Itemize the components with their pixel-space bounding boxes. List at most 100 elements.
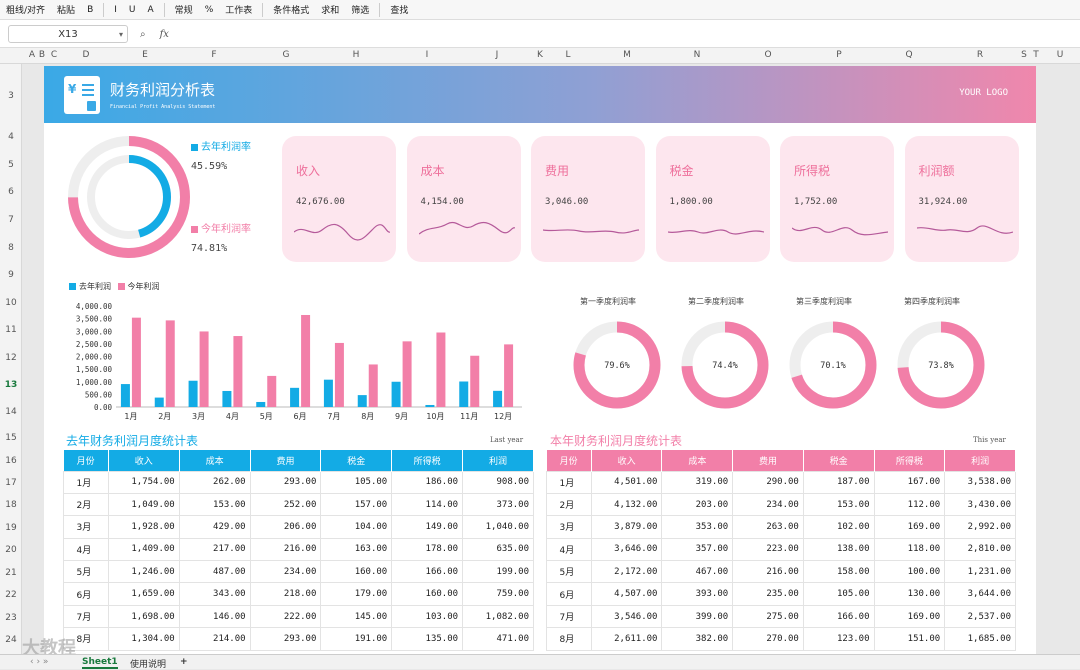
- table-cell[interactable]: 4月: [63, 537, 109, 562]
- table-cell[interactable]: 112.00: [873, 492, 946, 517]
- table-cell[interactable]: 216.00: [249, 537, 322, 562]
- column-header[interactable]: E: [142, 50, 148, 60]
- table-cell[interactable]: 319.00: [661, 470, 734, 494]
- chevron-down-icon[interactable]: ▾: [118, 29, 123, 39]
- column-header[interactable]: R: [976, 50, 984, 60]
- zoom-icon[interactable]: ⌕: [140, 28, 146, 40]
- row-header[interactable]: 4: [8, 132, 14, 142]
- toolbar-item[interactable]: 求和: [321, 6, 340, 16]
- row-header[interactable]: 5: [8, 160, 14, 170]
- tab-nav-arrows[interactable]: ‹ › »: [30, 657, 49, 667]
- column-header[interactable]: N: [693, 50, 701, 60]
- table-cell[interactable]: 157.00: [320, 492, 393, 517]
- row-header[interactable]: 9: [8, 270, 14, 280]
- table-cell[interactable]: 138.00: [802, 537, 875, 562]
- name-box[interactable]: X13 ▾: [8, 25, 128, 43]
- table-cell[interactable]: 353.00: [661, 515, 734, 539]
- table-cell[interactable]: 293.00: [249, 627, 322, 651]
- row-header[interactable]: 13: [4, 380, 18, 390]
- table-cell[interactable]: 5月: [63, 560, 109, 584]
- toolbar-item[interactable]: A: [147, 4, 154, 15]
- table-cell[interactable]: 153.00: [802, 492, 875, 517]
- row-header[interactable]: 12: [5, 353, 17, 363]
- table-cell[interactable]: 163.00: [320, 537, 393, 562]
- column-header[interactable]: A: [28, 50, 36, 60]
- table-cell[interactable]: 1,659.00: [107, 582, 180, 606]
- table-cell[interactable]: 4,132.00: [590, 492, 663, 517]
- row-header[interactable]: 22: [5, 590, 17, 600]
- column-header-cell[interactable]: 所得税: [874, 450, 946, 471]
- table-cell[interactable]: 102.00: [802, 515, 875, 539]
- table-cell[interactable]: 135.00: [391, 627, 464, 651]
- table-cell[interactable]: 1,040.00: [462, 515, 534, 539]
- row-header[interactable]: 19: [5, 523, 17, 533]
- table-cell[interactable]: 191.00: [320, 627, 393, 651]
- toolbar-item[interactable]: 条件格式: [273, 6, 310, 16]
- column-header[interactable]: B: [38, 50, 46, 60]
- table-cell[interactable]: 252.00: [249, 492, 322, 517]
- toolbar-item[interactable]: U: [128, 4, 136, 15]
- table-cell[interactable]: 262.00: [178, 470, 251, 494]
- table-cell[interactable]: 1,928.00: [107, 515, 180, 539]
- table-cell[interactable]: 1,698.00: [107, 604, 180, 629]
- table-cell[interactable]: 7月: [63, 604, 109, 629]
- table-cell[interactable]: 4,501.00: [590, 470, 663, 494]
- table-cell[interactable]: 4月: [546, 537, 592, 562]
- tab-instructions[interactable]: 使用说明: [130, 660, 167, 670]
- row-header[interactable]: 7: [8, 215, 14, 225]
- table-cell[interactable]: 218.00: [249, 582, 322, 606]
- row-header[interactable]: 24: [5, 635, 17, 645]
- column-header[interactable]: C: [50, 50, 58, 60]
- table-cell[interactable]: 263.00: [732, 515, 804, 539]
- column-header-cell[interactable]: 利润: [462, 450, 534, 471]
- table-cell[interactable]: 7月: [546, 604, 592, 629]
- row-header[interactable]: 20: [5, 545, 17, 555]
- row-header[interactable]: 11: [5, 325, 17, 335]
- table-cell[interactable]: 167.00: [873, 470, 946, 494]
- toolbar-item[interactable]: %: [204, 4, 214, 15]
- row-header[interactable]: 6: [8, 187, 14, 197]
- column-header-cell[interactable]: 所得税: [391, 450, 464, 471]
- table-cell[interactable]: 399.00: [661, 604, 734, 629]
- column-header-cell[interactable]: 成本: [661, 450, 734, 471]
- table-cell[interactable]: 3,538.00: [944, 470, 1016, 494]
- table-cell[interactable]: 178.00: [391, 537, 464, 562]
- column-header[interactable]: L: [565, 50, 571, 60]
- table-cell[interactable]: 1,082.00: [462, 604, 534, 629]
- table-cell[interactable]: 105.00: [320, 470, 393, 494]
- table-cell[interactable]: 1,304.00: [107, 627, 180, 651]
- column-header[interactable]: T: [1033, 50, 1039, 60]
- table-cell[interactable]: 1,231.00: [944, 560, 1016, 584]
- table-cell[interactable]: 169.00: [873, 515, 946, 539]
- column-header-cell[interactable]: 税金: [803, 450, 875, 471]
- table-cell[interactable]: 3,546.00: [590, 604, 663, 629]
- column-header[interactable]: O: [764, 50, 772, 60]
- table-cell[interactable]: 3,430.00: [944, 492, 1016, 517]
- table-cell[interactable]: 3月: [63, 515, 109, 539]
- table-cell[interactable]: 234.00: [732, 492, 804, 517]
- row-header[interactable]: 21: [5, 568, 17, 578]
- table-cell[interactable]: 275.00: [732, 604, 804, 629]
- table-cell[interactable]: 123.00: [802, 627, 875, 651]
- column-header-cell[interactable]: 税金: [320, 450, 393, 471]
- column-header[interactable]: U: [1056, 50, 1064, 60]
- table-cell[interactable]: 759.00: [462, 582, 534, 606]
- column-header[interactable]: S: [1021, 50, 1027, 60]
- table-cell[interactable]: 100.00: [873, 560, 946, 584]
- column-header[interactable]: P: [836, 50, 842, 60]
- table-cell[interactable]: 2,537.00: [944, 604, 1016, 629]
- table-cell[interactable]: 114.00: [391, 492, 464, 517]
- table-cell[interactable]: 357.00: [661, 537, 734, 562]
- table-cell[interactable]: 3,879.00: [590, 515, 663, 539]
- table-cell[interactable]: 234.00: [249, 560, 322, 584]
- table-cell[interactable]: 382.00: [661, 627, 734, 651]
- table-cell[interactable]: 217.00: [178, 537, 251, 562]
- table-cell[interactable]: 290.00: [732, 470, 804, 494]
- row-header[interactable]: 3: [8, 91, 14, 101]
- table-cell[interactable]: 179.00: [320, 582, 393, 606]
- table-cell[interactable]: 373.00: [462, 492, 534, 517]
- table-cell[interactable]: 153.00: [178, 492, 251, 517]
- column-header[interactable]: H: [352, 50, 360, 60]
- table-cell[interactable]: 5月: [546, 560, 592, 584]
- table-cell[interactable]: 235.00: [732, 582, 804, 606]
